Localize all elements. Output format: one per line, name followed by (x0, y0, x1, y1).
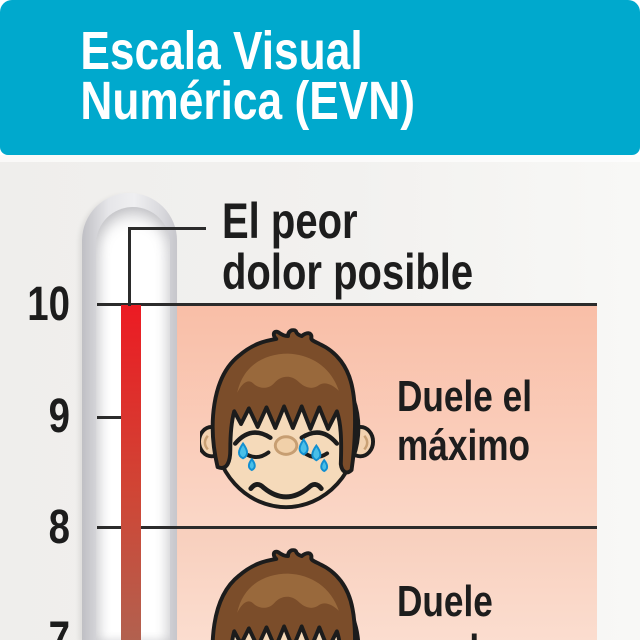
sad-face-icon (200, 548, 376, 640)
tick-line-8 (97, 526, 597, 529)
header-banner: Escala Visual Numérica (EVN) (0, 0, 640, 155)
tick-line-9 (97, 416, 122, 419)
worst-pain-annotation: El peor dolor posible (222, 196, 473, 298)
scale-number-7: 7 (48, 613, 70, 640)
page-title-line-2: Numérica (EVN) (80, 71, 416, 131)
scale-number-9: 9 (48, 390, 70, 443)
tick-line-10 (97, 303, 597, 306)
scale-number-8: 8 (48, 501, 70, 554)
band-label-max-pain-line-2: máximo (397, 421, 531, 470)
worst-pain-line-2: dolor posible (222, 244, 474, 300)
page-title: Escala Visual Numérica (EVN) (0, 0, 525, 131)
band-label-much-pain: Duele mucho (397, 577, 512, 640)
band-label-much-pain-line-1: Duele (397, 577, 493, 626)
band-label-much-pain-line-2: mucho (397, 626, 512, 640)
band-label-max-pain-line-1: Duele el (397, 372, 532, 421)
page-title-line-1: Escala Visual (80, 21, 363, 81)
sad-face-icon (200, 328, 376, 524)
worst-pain-line-1: El peor (222, 193, 358, 249)
annotation-connector-vertical (128, 228, 131, 306)
scale-number-10: 10 (27, 278, 71, 331)
annotation-connector-horizontal (128, 227, 206, 230)
band-label-max-pain: Duele el máximo (397, 372, 532, 470)
mercury-column (121, 305, 141, 640)
header-bottom-highlight (0, 155, 640, 162)
